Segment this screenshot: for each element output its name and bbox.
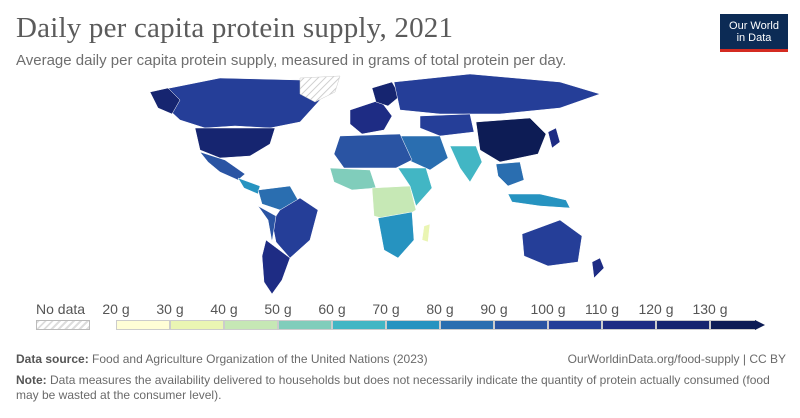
page-subtitle: Average daily per capita protein supply,… [16, 52, 567, 69]
legend-swatch-20-30[interactable] [116, 320, 170, 330]
region-mexico[interactable] [199, 151, 246, 181]
legend-label-120: 120 g [638, 301, 674, 317]
region-greenland [299, 75, 341, 103]
color-legend: No data 20 g 30 g 40 g 50 g 60 g 70 g 80… [0, 298, 800, 338]
logo-line-1: Our World [729, 19, 779, 32]
legend-label-70: 70 g [372, 301, 400, 317]
legend-swatch-120-130[interactable] [656, 320, 710, 330]
region-andes[interactable] [257, 205, 277, 243]
region-southeast-asia[interactable] [495, 161, 525, 187]
legend-label-60: 60 g [318, 301, 346, 317]
legend-label-130: 130 g [692, 301, 728, 317]
region-indonesia[interactable] [507, 193, 571, 209]
credit-link[interactable]: OurWorldinData.org/food-supply | CC BY [567, 352, 786, 366]
legend-swatch-60-70[interactable] [332, 320, 386, 330]
legend-swatch-90-100[interactable] [494, 320, 548, 330]
region-argentina-chile[interactable] [261, 239, 291, 295]
legend-swatch-130-plus[interactable] [710, 320, 756, 330]
legend-label-30: 30 g [156, 301, 184, 317]
region-scandinavia[interactable] [371, 81, 401, 107]
legend-label-90: 90 g [480, 301, 508, 317]
region-southern-africa[interactable] [377, 211, 415, 259]
data-source: Data source: Food and Agriculture Organi… [16, 352, 428, 366]
legend-arrow-icon [755, 320, 765, 330]
note-text: Data measures the availability delivered… [16, 373, 770, 402]
legend-swatch-30-40[interactable] [170, 320, 224, 330]
legend-label-110: 110 g [585, 301, 619, 317]
legend-swatch-110-120[interactable] [602, 320, 656, 330]
region-central-asia[interactable] [419, 113, 475, 137]
region-west-africa[interactable] [329, 167, 377, 191]
region-china[interactable] [475, 117, 547, 163]
legend-swatch-100-110[interactable] [548, 320, 602, 330]
legend-label-50: 50 g [264, 301, 292, 317]
region-madagascar[interactable] [421, 223, 431, 243]
region-canada[interactable] [159, 77, 321, 129]
region-australia[interactable] [521, 219, 583, 267]
region-central-america[interactable] [237, 177, 261, 195]
page-title: Daily per capita protein supply, 2021 [16, 12, 454, 44]
footnote: Note: Data measures the availability del… [16, 373, 786, 403]
note-label: Note: [16, 373, 47, 387]
legend-label-80: 80 g [426, 301, 454, 317]
source-label: Data source: [16, 352, 89, 366]
region-new-zealand[interactable] [591, 257, 605, 279]
legend-label-20: 20 g [102, 301, 130, 317]
region-alaska[interactable] [149, 87, 181, 115]
legend-no-data-swatch[interactable] [36, 320, 90, 330]
logo-line-2: in Data [736, 31, 772, 44]
legend-swatch-80-90[interactable] [440, 320, 494, 330]
region-usa[interactable] [194, 127, 276, 159]
region-east-africa[interactable] [397, 167, 433, 207]
region-north-africa[interactable] [333, 133, 413, 169]
legend-label-40: 40 g [210, 301, 238, 317]
region-india[interactable] [449, 145, 483, 183]
legend-swatch-50-60[interactable] [278, 320, 332, 330]
legend-swatch-70-80[interactable] [386, 320, 440, 330]
region-japan-korea[interactable] [547, 127, 561, 149]
legend-label-100: 100 g [530, 301, 566, 317]
source-link[interactable]: Food and Agriculture Organization of the… [92, 352, 428, 366]
legend-no-data-label: No data [36, 301, 86, 317]
owid-logo[interactable]: Our World in Data [720, 14, 788, 52]
world-map[interactable] [0, 70, 800, 296]
region-russia[interactable] [393, 73, 601, 115]
legend-swatch-40-50[interactable] [224, 320, 278, 330]
